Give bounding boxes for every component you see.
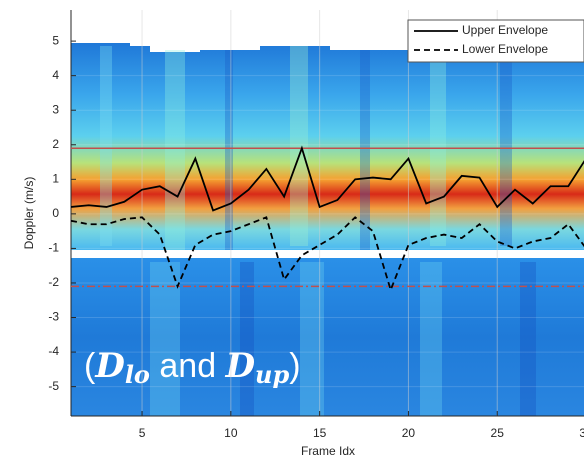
envelope-line (71, 216, 584, 293)
annotation-part: D (225, 346, 256, 386)
legend: Upper Envelope Lower Envelope (407, 19, 584, 63)
annotation-part: lo (125, 360, 150, 389)
y-tick-label: -3 (48, 310, 59, 324)
x-tick-label: 5 (139, 426, 146, 440)
y-tick-label: 5 (52, 33, 59, 47)
y-tick-label: 2 (52, 137, 59, 151)
x-tick-label: 30 (579, 426, 584, 440)
y-tick-label: 1 (52, 171, 59, 185)
annotation: (Dlo and Dup) (84, 346, 301, 389)
annotation-part: D (94, 346, 125, 386)
plot-area (71, 10, 584, 416)
y-tick-label: -5 (48, 379, 59, 393)
y-tick-label: 0 (52, 206, 59, 220)
y-tick-label: -4 (48, 344, 59, 358)
y-tick-label: 3 (52, 102, 59, 116)
x-tick-label: 20 (402, 426, 416, 440)
spectrogram (71, 10, 584, 416)
legend-label: Upper Envelope (462, 23, 548, 37)
y-tick-label: -1 (48, 241, 59, 255)
y-tick-label: 4 (52, 68, 59, 82)
y-tick-label: -2 (48, 275, 59, 289)
envelope-line (71, 145, 584, 212)
y-axis-label: Doppler (m/s) (22, 177, 36, 250)
x-tick-label: 15 (313, 426, 327, 440)
x-tick-label: 10 (224, 426, 238, 440)
annotation-part: ) (289, 347, 300, 385)
legend-label: Lower Envelope (462, 42, 548, 56)
legend-box (407, 19, 584, 63)
annotation-part: and (150, 347, 226, 385)
annotation-part: ( (84, 347, 96, 385)
annotation-part: up (255, 360, 289, 389)
x-tick-label: 25 (491, 426, 505, 440)
x-axis-label: Frame Idx (301, 444, 355, 458)
